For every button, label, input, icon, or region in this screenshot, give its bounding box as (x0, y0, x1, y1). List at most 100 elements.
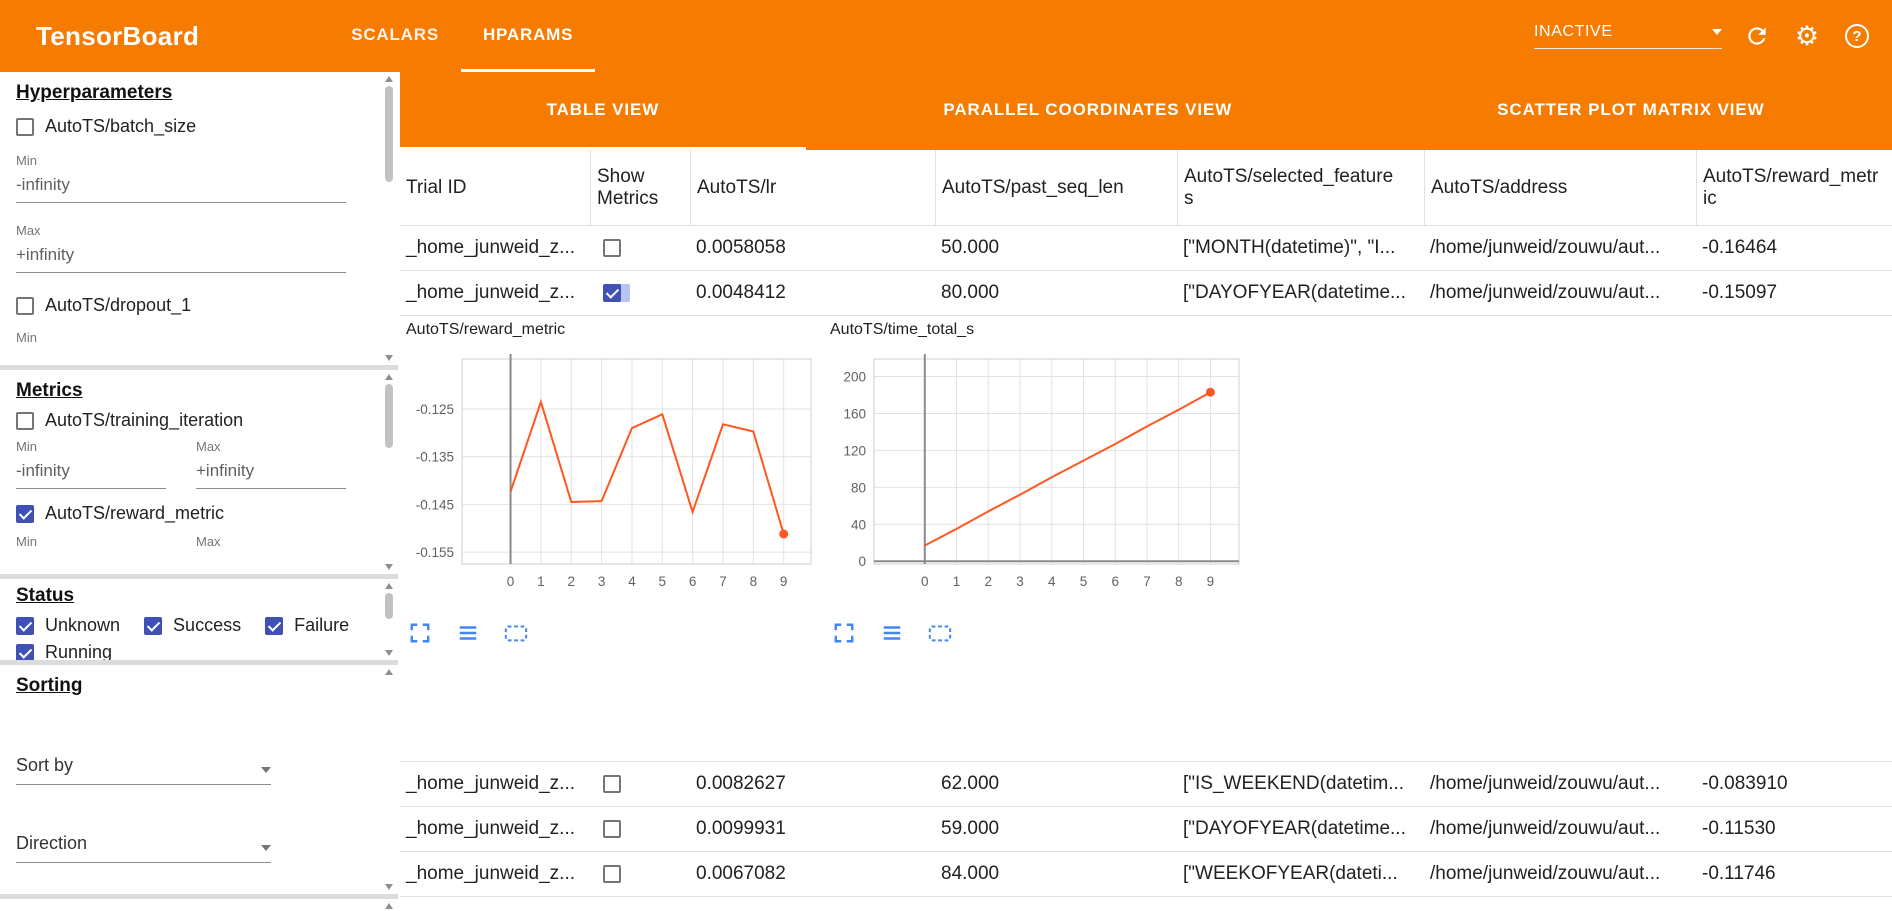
fullscreen-icon[interactable] (408, 621, 432, 645)
status-unknown-checkbox[interactable] (16, 616, 34, 635)
time-total-chart: AutoTS/time_total_s 0 40 80 120 160 200 0 1 2 3 4 5… (828, 321, 1258, 761)
hparam-dropout-checkbox[interactable] (16, 296, 34, 315)
scroll-down-icon[interactable] (385, 884, 393, 890)
selection-zoom-icon[interactable] (928, 621, 952, 645)
table-header: Trial ID Show Metrics AutoTS/lr AutoTS/p… (400, 150, 1892, 226)
scroll-up-icon[interactable] (385, 76, 393, 82)
status-running-checkbox[interactable] (16, 643, 34, 660)
svg-text:1: 1 (953, 574, 961, 589)
status-success-row: Success (144, 615, 241, 636)
svg-text:-0.155: -0.155 (416, 545, 454, 560)
svg-text:3: 3 (1016, 574, 1024, 589)
reward-metric-plot[interactable]: -0.125 -0.135 -0.145 -0.155 0 1 2 3 4 5 6 7 8 9 (404, 347, 826, 605)
reward-metric-cell: -0.15097 (1702, 282, 1778, 303)
col-address: AutoTS/address (1424, 150, 1696, 225)
sort-by-dropdown[interactable]: Sort by (16, 755, 271, 785)
trial-id-cell: _home_junweid_z... (406, 773, 575, 794)
hparam-dropout-row: AutoTS/dropout_1 (16, 295, 372, 316)
view-data-lines-icon[interactable] (880, 621, 904, 645)
tab-parallel-coordinates-view[interactable]: PARALLEL COORDINATES VIEW (943, 99, 1233, 119)
training-iteration-max-input[interactable]: +infinity (196, 454, 346, 489)
tab-hparams[interactable]: HPARAMS (460, 0, 596, 72)
selected-features-cell: ["DAYOFYEAR(datetime... (1183, 818, 1406, 839)
svg-text:80: 80 (851, 480, 866, 495)
scroll-down-icon[interactable] (385, 564, 393, 570)
table-row[interactable]: _home_junweid_z... 0.0048412 80.000 ["DA… (400, 271, 1892, 316)
paging-scrollbar[interactable] (383, 903, 395, 911)
show-metrics-checkbox[interactable] (603, 775, 621, 793)
col-past-seq-len: AutoTS/past_seq_len (935, 150, 1177, 225)
reward-metric-cell: -0.11746 (1702, 863, 1776, 884)
help-icon[interactable]: ? (1842, 21, 1872, 51)
table-row[interactable]: _home_junweid_z... 0.0099931 59.000 ["DA… (400, 807, 1892, 852)
batch-size-min-input[interactable]: -infinity (16, 168, 346, 203)
metrics-scrollbar[interactable] (383, 374, 395, 570)
svg-text:0: 0 (921, 574, 929, 589)
batch-size-max-input[interactable]: +infinity (16, 238, 346, 273)
show-metrics-checkbox[interactable] (603, 239, 621, 257)
status-success-label: Success (173, 615, 242, 635)
scroll-up-icon[interactable] (385, 669, 393, 675)
table-rows-top: _home_junweid_z... 0.0058058 50.000 ["MO… (400, 226, 1892, 316)
training-iteration-min-input[interactable]: -infinity (16, 454, 166, 489)
svg-text:8: 8 (750, 574, 758, 589)
tab-scatter-plot-matrix-view[interactable]: SCATTER PLOT MATRIX VIEW (1497, 99, 1765, 119)
scroll-up-icon[interactable] (385, 583, 393, 589)
metric-reward-checkbox[interactable] (16, 504, 34, 523)
metric-reward-row: AutoTS/reward_metric (16, 503, 372, 524)
hyperparameters-scrollbar[interactable] (383, 76, 395, 361)
tab-table-view[interactable]: TABLE VIEW (400, 72, 806, 150)
tab-scalars[interactable]: SCALARS (351, 24, 439, 44)
fullscreen-icon[interactable] (832, 621, 856, 645)
trial-id-cell: _home_junweid_z... (406, 237, 575, 258)
scrollbar-thumb[interactable] (385, 384, 393, 448)
status-success-checkbox[interactable] (144, 616, 163, 635)
selection-zoom-icon[interactable] (504, 621, 528, 645)
svg-text:-0.125: -0.125 (416, 402, 454, 417)
svg-text:6: 6 (1111, 574, 1119, 589)
run-status-dropdown[interactable]: INACTIVE (1534, 23, 1722, 49)
scroll-down-icon[interactable] (385, 650, 393, 656)
view-data-lines-icon[interactable] (456, 621, 480, 645)
status-section: Status Unknown Success Failure Running (0, 579, 398, 660)
status-running-row: Running (16, 642, 372, 660)
table-row[interactable]: _home_junweid_z... 0.0058058 50.000 ["MO… (400, 226, 1892, 271)
show-metrics-checkbox[interactable] (603, 865, 621, 883)
direction-dropdown[interactable]: Direction (16, 833, 271, 863)
show-metrics-cell (590, 239, 690, 257)
hparam-batch-size-checkbox[interactable] (16, 117, 34, 136)
chevron-down-icon (261, 767, 271, 773)
selected-features-cell: ["MONTH(datetime)", "I... (1183, 237, 1396, 258)
max-label: Max (196, 439, 221, 454)
status-scrollbar[interactable] (383, 583, 395, 656)
show-metrics-checkbox[interactable] (603, 820, 621, 838)
svg-text:160: 160 (843, 406, 866, 421)
svg-text:7: 7 (719, 574, 727, 589)
scrollbar-thumb[interactable] (385, 86, 393, 182)
svg-text:5: 5 (1080, 574, 1088, 589)
status-failure-row: Failure (265, 615, 349, 636)
status-failure-checkbox[interactable] (265, 616, 284, 635)
past-seq-len-cell: 84.000 (941, 863, 1000, 884)
sorting-scrollbar[interactable] (383, 669, 395, 890)
status-unknown-row: Unknown (16, 615, 120, 636)
show-metrics-checkbox[interactable] (603, 284, 621, 302)
direction-label: Direction (16, 833, 88, 853)
metric-training-iteration-checkbox[interactable] (16, 411, 34, 430)
expanded-metrics-row: AutoTS/reward_metric -0.125 -0.135 -0.145-… (400, 316, 1892, 762)
reward-metric-chart: AutoTS/reward_metric -0.125 -0.135 -0.145-… (404, 321, 826, 761)
scroll-up-icon[interactable] (385, 374, 393, 380)
svg-text:3: 3 (598, 574, 606, 589)
svg-text:4: 4 (628, 574, 636, 589)
scroll-up-icon[interactable] (385, 903, 393, 909)
table-row[interactable]: _home_junweid_z... 0.0082627 62.000 ["IS… (400, 762, 1892, 807)
settings-gear-icon[interactable]: ⚙ (1794, 20, 1820, 51)
time-total-plot[interactable]: 0 40 80 120 160 200 0 1 2 3 4 5 6 7 8 9 (828, 347, 1258, 605)
header-actions: INACTIVE ⚙ ? (1534, 21, 1872, 51)
metric-training-iteration-label: AutoTS/training_iteration (45, 410, 244, 430)
svg-text:4: 4 (1048, 574, 1056, 589)
refresh-icon[interactable] (1742, 21, 1772, 51)
scrollbar-thumb[interactable] (385, 593, 393, 619)
table-row[interactable]: _home_junweid_z... 0.0067082 84.000 ["WE… (400, 852, 1892, 897)
scroll-down-icon[interactable] (385, 355, 393, 361)
